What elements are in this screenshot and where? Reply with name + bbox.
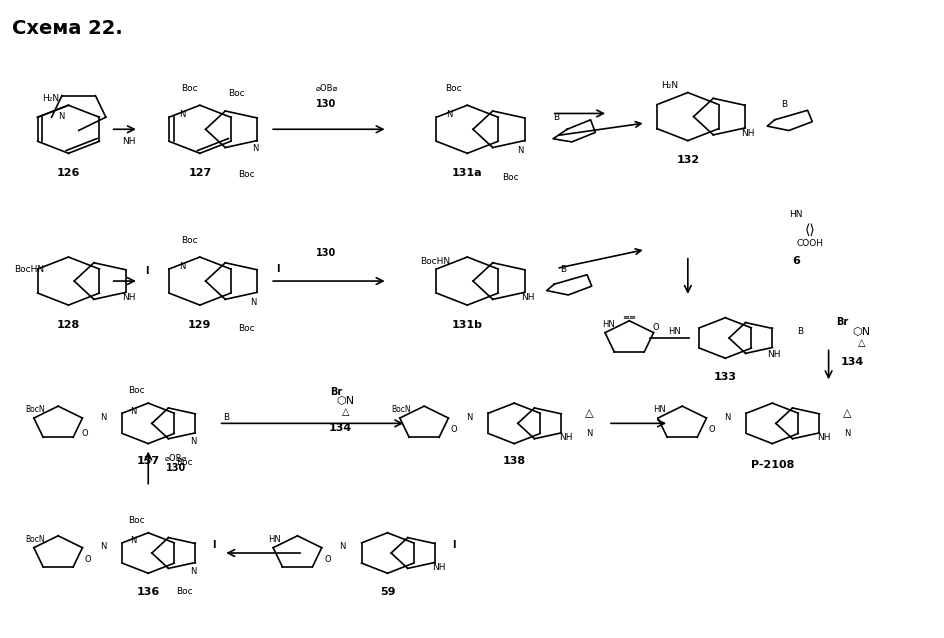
Text: H₂N: H₂N bbox=[662, 81, 679, 90]
Text: 129: 129 bbox=[188, 320, 211, 329]
Text: H₂N: H₂N bbox=[42, 94, 59, 103]
Text: 126: 126 bbox=[57, 168, 80, 178]
Text: N: N bbox=[517, 146, 524, 156]
Text: NH: NH bbox=[521, 293, 534, 302]
Text: Boc: Boc bbox=[228, 89, 245, 98]
Text: 132: 132 bbox=[676, 155, 700, 165]
Text: NH: NH bbox=[122, 137, 135, 146]
Text: N: N bbox=[586, 429, 593, 438]
Text: BocN: BocN bbox=[392, 405, 411, 414]
Text: O: O bbox=[324, 554, 330, 563]
Text: I: I bbox=[277, 264, 280, 274]
Text: 134: 134 bbox=[329, 424, 352, 433]
Text: O: O bbox=[82, 429, 89, 438]
Text: 130: 130 bbox=[316, 99, 337, 109]
Text: NH: NH bbox=[559, 433, 573, 442]
Text: 133: 133 bbox=[714, 373, 737, 382]
Text: I: I bbox=[452, 540, 455, 550]
Text: B: B bbox=[781, 100, 787, 109]
Text: Boc: Boc bbox=[502, 172, 518, 182]
Text: N: N bbox=[466, 413, 472, 422]
Text: N: N bbox=[339, 542, 346, 551]
Text: BocN: BocN bbox=[25, 405, 45, 414]
Text: HN: HN bbox=[653, 405, 666, 414]
Text: N: N bbox=[178, 262, 185, 271]
Text: HN: HN bbox=[268, 535, 281, 544]
Text: △: △ bbox=[843, 408, 851, 419]
Text: N: N bbox=[178, 110, 185, 119]
Text: Boc: Boc bbox=[128, 516, 144, 524]
Text: Boc: Boc bbox=[176, 457, 193, 467]
Text: Br: Br bbox=[836, 317, 849, 327]
Text: N: N bbox=[100, 542, 107, 551]
Text: ⟨⟩: ⟨⟩ bbox=[804, 223, 816, 237]
Text: NH: NH bbox=[767, 350, 781, 359]
Text: △: △ bbox=[858, 338, 866, 348]
Text: Boc: Boc bbox=[445, 84, 462, 93]
Text: Boc: Boc bbox=[181, 84, 197, 93]
Text: 137: 137 bbox=[137, 456, 160, 466]
Text: ⌀OB⌀: ⌀OB⌀ bbox=[315, 84, 338, 93]
Text: 131b: 131b bbox=[452, 320, 482, 329]
Text: N: N bbox=[844, 429, 851, 438]
Text: B: B bbox=[223, 413, 229, 422]
Text: 127: 127 bbox=[188, 168, 211, 178]
Text: NH: NH bbox=[122, 293, 135, 302]
Text: COOH: COOH bbox=[797, 239, 823, 248]
Text: O: O bbox=[451, 425, 458, 434]
Text: P-2108: P-2108 bbox=[750, 460, 794, 470]
Text: 131a: 131a bbox=[452, 168, 482, 178]
Text: B: B bbox=[561, 265, 566, 274]
Text: B: B bbox=[553, 113, 560, 122]
Text: N: N bbox=[252, 144, 259, 153]
Text: N: N bbox=[447, 110, 453, 119]
Text: N: N bbox=[250, 298, 257, 307]
Text: N: N bbox=[190, 567, 196, 575]
Text: NH: NH bbox=[818, 433, 831, 442]
Text: O: O bbox=[709, 425, 716, 434]
Text: B: B bbox=[798, 327, 803, 336]
Text: 130: 130 bbox=[316, 248, 337, 258]
Text: Boc: Boc bbox=[181, 236, 197, 245]
Text: NH: NH bbox=[741, 129, 755, 138]
Text: 59: 59 bbox=[379, 588, 396, 597]
Text: Br: Br bbox=[329, 387, 342, 397]
Text: Схема 22.: Схема 22. bbox=[12, 19, 123, 38]
Text: 138: 138 bbox=[502, 456, 526, 466]
Text: HN: HN bbox=[789, 210, 802, 219]
Text: 6: 6 bbox=[792, 256, 800, 266]
Text: N: N bbox=[100, 413, 107, 422]
Text: N: N bbox=[59, 112, 64, 121]
Text: Boc: Boc bbox=[128, 386, 144, 395]
Text: Boc: Boc bbox=[238, 324, 255, 333]
Text: ⬡N: ⬡N bbox=[852, 327, 870, 337]
Text: N: N bbox=[724, 413, 731, 422]
Text: HN: HN bbox=[602, 320, 615, 329]
Text: NH: NH bbox=[432, 563, 447, 572]
Text: ⬡N: ⬡N bbox=[336, 396, 354, 406]
Text: O: O bbox=[85, 554, 92, 563]
Text: ⌀OB⌀: ⌀OB⌀ bbox=[165, 454, 188, 463]
Text: △: △ bbox=[342, 407, 349, 417]
Text: I: I bbox=[145, 267, 148, 276]
Text: Boc: Boc bbox=[238, 170, 255, 179]
Text: O: O bbox=[653, 323, 660, 332]
Text: N: N bbox=[130, 537, 137, 545]
Text: 128: 128 bbox=[57, 320, 80, 329]
Text: HN: HN bbox=[668, 327, 681, 336]
Text: BocN: BocN bbox=[25, 535, 45, 544]
Text: 136: 136 bbox=[137, 588, 160, 597]
Text: N: N bbox=[130, 406, 137, 416]
Text: 130: 130 bbox=[166, 463, 187, 473]
Text: △: △ bbox=[585, 408, 594, 419]
Text: BocHN: BocHN bbox=[420, 257, 450, 266]
Text: ≡≡: ≡≡ bbox=[622, 313, 636, 322]
Text: I: I bbox=[212, 540, 216, 550]
Text: BocHN: BocHN bbox=[14, 265, 44, 274]
Text: N: N bbox=[190, 437, 196, 446]
Text: 134: 134 bbox=[840, 357, 864, 367]
Text: Boc: Boc bbox=[176, 588, 193, 597]
